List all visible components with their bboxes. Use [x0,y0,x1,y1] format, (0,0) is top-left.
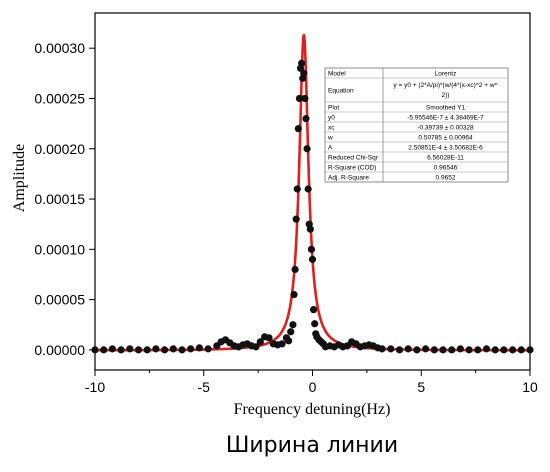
data-point [309,306,318,314]
data-point [290,290,298,299]
table-border [324,67,509,183]
data-point [302,114,310,123]
plot-frame [94,12,531,371]
data-point [265,334,273,342]
x-tick-label: 5 [417,379,425,395]
data-point [204,345,212,353]
data-point [308,255,317,263]
data-point [252,343,260,351]
data-point [195,344,203,352]
data-point [134,346,143,354]
data-point [307,245,316,253]
y-tick-label: 0.00030 [34,40,85,56]
data-point [303,145,311,153]
table-key-cell: w [327,134,333,141]
data-point [143,346,151,354]
table-key-cell: Reduced Chi-Sqr [328,154,379,161]
data-point [456,345,464,353]
table-key-cell: Plot [328,104,339,111]
data-point [287,328,295,336]
data-point [300,69,308,77]
data-point [422,345,430,353]
table-key-cell: Model [328,70,346,77]
data-point [439,346,447,354]
data-point [508,346,517,354]
data-point [378,345,386,353]
table-key-cell: A [328,144,333,151]
data-point [152,345,160,353]
data-point [311,320,319,328]
data-point [404,345,412,353]
table-value-cell: y = y0 + (2*A/pi)*(w/(4*(x-xc)^2 + w^ [393,82,498,89]
y-tick-label: 0.00025 [34,90,85,106]
table-value-cell: -0.39739 ± 0.00328 [417,124,474,131]
fit-parameter-table: Model Lorentz Equation y = y0 + (2*A/pi)*(w… [324,67,509,183]
x-tick-label: 0 [309,379,317,395]
y-tick-label: 0.00020 [34,141,85,157]
data-point [126,345,134,353]
table-value-cell: 2.50851E-4 ± 3.50682E-6 [408,144,483,151]
data-point [526,346,534,354]
table-value-cell: 0.9652 [436,174,456,181]
data-point [474,346,482,354]
data-point [387,345,395,353]
data-point [294,125,302,133]
data-point [465,346,473,354]
data-point [395,346,404,354]
plot-border [94,12,531,371]
data-point [482,345,491,353]
table-value-cell: 0.96546 [434,164,458,171]
data-point [292,215,300,223]
data-point [298,59,306,67]
x-tick-label: 10 [522,379,538,395]
table-key-cell: Adj. R-Square [328,174,369,181]
data-point [284,337,293,345]
data-point [500,346,508,354]
data-point [517,346,525,354]
data-point [304,185,312,193]
y-tick-label: 0.00005 [34,292,85,308]
data-point [293,185,301,193]
x-tick-label: -5 [198,379,211,395]
table-value-cell: 6.56028E-11 [427,154,464,161]
data-point [291,265,299,274]
axis-ticks: -10 -5 0 5 10 0.00000 0.00005 0.00010 0.00015 0.0… [34,40,538,395]
y-tick-label: 0.00015 [34,191,85,207]
data-point [117,346,125,354]
table-key-cell: Equation [328,87,354,94]
table-value-cell: -5.95546E-7 ± 4.38469E-7 [407,114,484,121]
table-key-cell: y0 [328,114,335,121]
data-point [256,338,264,346]
data-point [448,346,456,354]
data-point [108,345,116,353]
data-point [187,345,195,353]
y-axis-title: Amplitude [11,144,28,212]
data-point [289,321,297,329]
data-point [295,94,304,103]
table-value-cell: Smoothed Y1 [426,104,466,111]
x-tick-label: -10 [85,379,105,395]
table-value-cell: 0.50785 ± 0.00964 [418,134,473,141]
table-value-cell: Lorentz [435,70,457,77]
y-tick-label: 0.00000 [34,342,85,358]
data-point [100,346,108,354]
x-axis-title: Frequency detuning(Hz) [234,401,391,418]
data-point [301,94,309,103]
data-point [178,346,186,354]
data-point [491,346,499,354]
data-point [413,346,421,354]
figure-caption: Ширина линии [226,433,398,458]
data-point [278,340,286,348]
table-key-cell: xc [328,124,335,131]
data-point [430,346,438,354]
table-value-cell-cont: 2)) [442,92,450,99]
data-point [161,346,169,354]
y-tick-label: 0.00010 [34,241,85,257]
data-point [169,345,177,353]
scatter-points [91,59,534,354]
data-point [306,225,314,233]
table-key-cell: R-Square (COD) [328,164,376,171]
